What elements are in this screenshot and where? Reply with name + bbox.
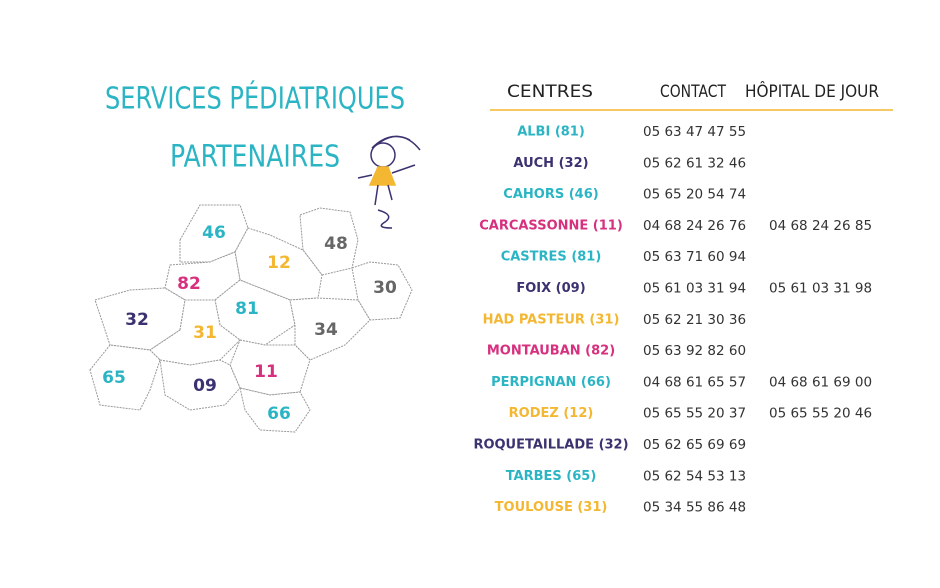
column-header: CONTACT (660, 82, 726, 102)
department-label: 65 (102, 368, 126, 388)
column-header: CENTRES (507, 82, 593, 102)
day-hospital-number: 04 68 24 26 85 (769, 218, 872, 234)
department-label: 12 (267, 253, 291, 273)
department-label: 32 (125, 310, 149, 330)
center-name: CARCASSONNE (11) (479, 218, 623, 233)
department-label: 66 (267, 404, 291, 424)
contact-number: 04 68 24 26 76 (643, 218, 746, 234)
title-line: PARTENAIRES (170, 140, 340, 175)
department-label: 31 (193, 323, 217, 343)
department-label: 46 (202, 223, 226, 243)
center-name: HAD PASTEUR (31) (483, 312, 620, 327)
center-name: CASTRES (81) (501, 250, 602, 265)
contact-number: 05 62 21 30 36 (643, 312, 746, 328)
contact-number: 05 63 71 60 94 (643, 249, 746, 265)
contact-number: 05 65 20 54 74 (643, 187, 746, 203)
department-label: 34 (314, 320, 338, 340)
column-header: HÔPITAL DE JOUR (745, 80, 879, 102)
center-name: ROQUETAILLADE (32) (473, 438, 628, 453)
center-name: RODEZ (12) (509, 406, 594, 421)
department-label: 09 (193, 376, 217, 396)
center-name: CAHORS (46) (503, 187, 598, 202)
center-name: TOULOUSE (31) (495, 500, 608, 515)
day-hospital-number: 05 65 55 20 46 (769, 406, 872, 422)
department-label: 82 (177, 274, 201, 294)
map-outline (89, 204, 413, 433)
day-hospital-number: 04 68 61 69 00 (769, 374, 872, 390)
contact-number: 05 61 03 31 94 (643, 281, 746, 297)
center-name: PERPIGNAN (66) (491, 375, 611, 390)
contact-number: 05 62 61 32 46 (643, 155, 746, 171)
center-name: MONTAUBAN (82) (487, 344, 615, 359)
title-line: SERVICES PÉDIATRIQUES (105, 81, 405, 117)
contact-number: 05 62 65 69 69 (643, 437, 746, 453)
girl-doodle (357, 135, 421, 229)
contact-number: 05 62 54 53 13 (643, 468, 746, 484)
department-label: 30 (373, 278, 397, 298)
contact-number: 04 68 61 65 57 (643, 374, 746, 390)
department-label: 11 (254, 362, 278, 382)
day-hospital-number: 05 61 03 31 98 (769, 281, 872, 297)
contact-number: 05 63 47 47 55 (643, 124, 746, 140)
center-name: AUCH (32) (513, 156, 588, 171)
contact-number: 05 63 92 82 60 (643, 343, 746, 359)
department-label: 48 (324, 234, 348, 254)
center-name: ALBI (81) (517, 125, 585, 140)
center-name: TARBES (65) (506, 469, 597, 484)
center-name: FOIX (09) (516, 281, 585, 296)
contact-number: 05 34 55 86 48 (643, 500, 746, 516)
contact-number: 05 65 55 20 37 (643, 406, 746, 422)
department-label: 81 (235, 299, 259, 319)
